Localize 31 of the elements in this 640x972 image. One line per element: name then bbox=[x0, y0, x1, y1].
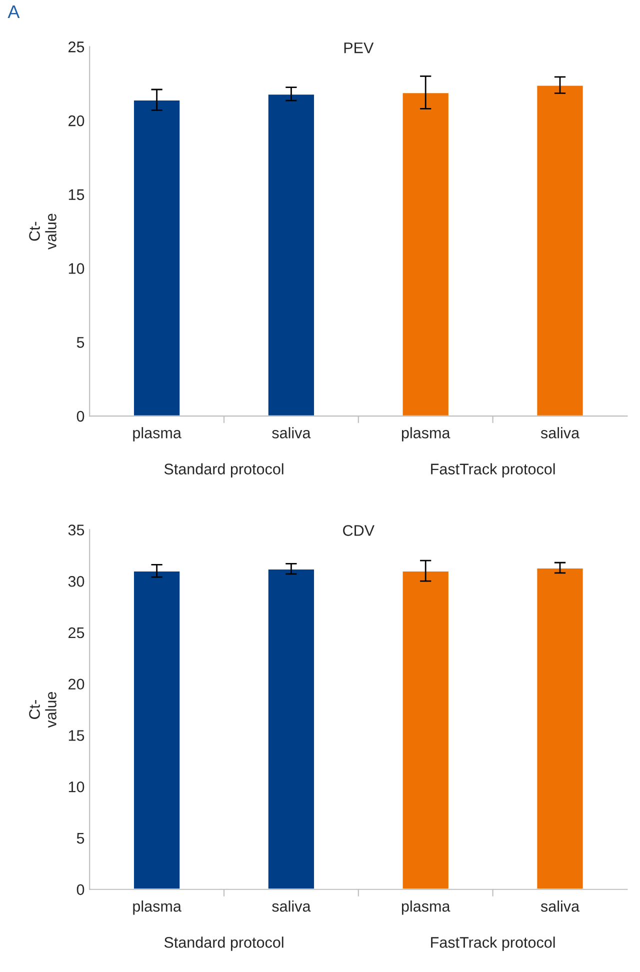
x-tick-label: plasma bbox=[133, 900, 182, 915]
text: FastTrack protocol bbox=[431, 463, 555, 478]
y-tick-label: 25 bbox=[68, 42, 84, 52]
y-tick-label: 35 bbox=[68, 524, 84, 536]
x-tick-label: saliva bbox=[540, 900, 580, 912]
x-tick-label: saliva bbox=[272, 900, 311, 912]
chart-title: PEV bbox=[344, 42, 374, 54]
y-tick-label: 25 bbox=[68, 627, 84, 638]
y-tick-label: 10 bbox=[68, 781, 84, 792]
chart-title: CDV bbox=[343, 525, 374, 536]
text: Standard protocol bbox=[164, 463, 284, 478]
y-tick-label: 20 bbox=[68, 115, 84, 126]
text: A bbox=[8, 6, 20, 18]
y-axis-title: Ct- value bbox=[29, 214, 56, 250]
text: FastTrack protocol bbox=[431, 936, 555, 951]
y-tick-label: 30 bbox=[68, 576, 84, 587]
x-tick-label: saliva bbox=[540, 427, 580, 438]
x-tick-label: saliva bbox=[272, 427, 311, 438]
y-tick-label: 0 bbox=[76, 410, 84, 422]
y-tick-label: 10 bbox=[68, 263, 84, 274]
y-tick-label: 15 bbox=[68, 189, 84, 200]
y-tick-label: 0 bbox=[76, 884, 84, 896]
y-tick-label: 5 bbox=[76, 337, 84, 348]
y-axis-title: Ct- value bbox=[29, 692, 56, 728]
x-tick-label: plasma bbox=[133, 427, 182, 442]
y-tick-label: 20 bbox=[68, 678, 84, 690]
y-tick-label: 5 bbox=[76, 833, 84, 844]
y-tick-label: 15 bbox=[68, 730, 84, 741]
x-tick-label: plasma bbox=[402, 900, 450, 915]
x-tick-label: plasma bbox=[402, 427, 450, 442]
text: Standard protocol bbox=[164, 936, 284, 951]
